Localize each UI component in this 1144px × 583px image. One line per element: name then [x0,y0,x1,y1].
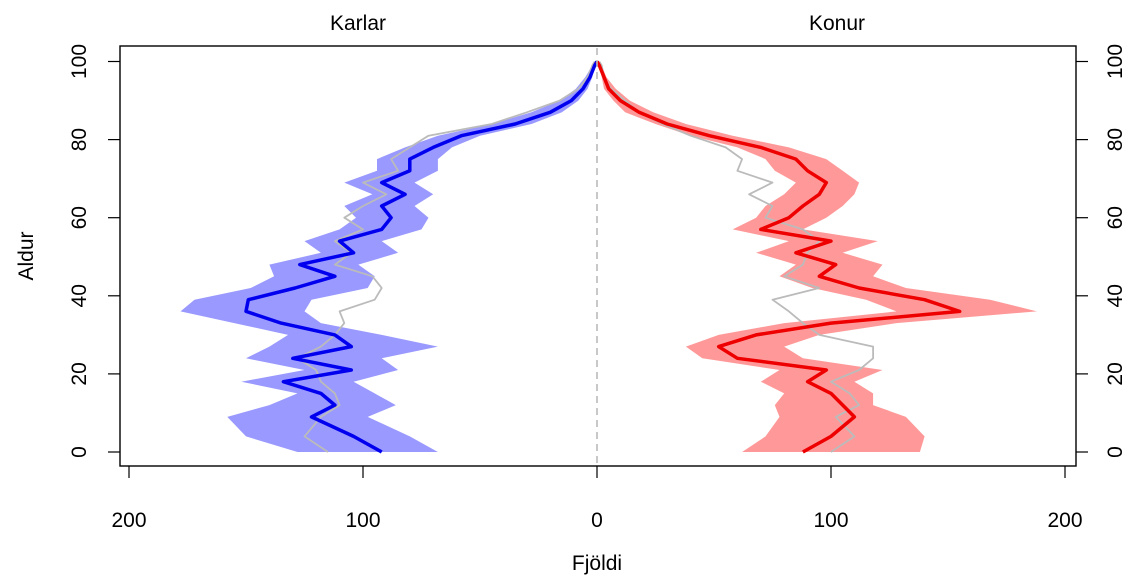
y-tick-label-right: 20 [1104,362,1127,385]
plot-frame [119,45,1077,467]
panel-title-right: Konur [809,12,865,35]
x-axis: 200 100 0 100 200 [111,466,1083,532]
x-tick-label: 200 [111,509,146,532]
y-tick-label-right: 100 [1104,44,1127,79]
y-tick-label-right: 60 [1104,206,1127,229]
y-tick-label-left: 40 [68,284,91,307]
y-tick-label-right: 0 [1104,446,1127,458]
y-tick-label-left: 80 [68,128,91,151]
x-tick-label: 100 [345,509,380,532]
y-axis-label: Aldur [15,231,38,280]
x-tick-label: 200 [1047,509,1082,532]
plot-area [180,48,1037,464]
y-tick-label-left: 60 [68,206,91,229]
male-median-line [244,60,599,454]
panel-title-left: Karlar [330,12,386,35]
female-median-line [595,60,962,454]
y-tick-label-left: 0 [68,446,91,458]
y-tick-label-left: 20 [68,362,91,385]
male-uncertainty-band [180,61,597,452]
y-tick-label-right: 40 [1104,284,1127,307]
y-tick-label-left: 100 [68,44,91,79]
x-axis-label: Fjöldi [572,552,622,575]
y-axis-left: 0 20 40 60 80 100 [68,44,120,458]
x-tick-label: 0 [591,509,603,532]
y-axis-right: 0 20 40 60 80 100 [1076,44,1127,458]
female-uncertainty-band [597,61,1037,452]
x-tick-label: 100 [813,509,848,532]
y-tick-label-right: 80 [1104,128,1127,151]
